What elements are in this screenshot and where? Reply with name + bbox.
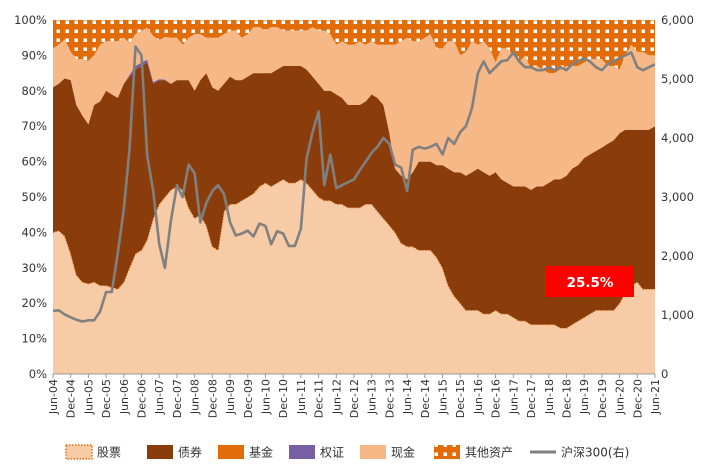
right-tick-label: 5,000 xyxy=(661,72,694,86)
x-tick-label: Dec-18 xyxy=(560,379,573,418)
x-tick-label: Jun-18 xyxy=(543,379,556,415)
x-tick-label: Jun-15 xyxy=(437,379,450,415)
left-tick-label: 70% xyxy=(21,119,47,133)
x-tick-label: Dec-12 xyxy=(348,379,361,418)
x-tick-label: Jun-05 xyxy=(82,379,95,415)
legend-label: 其他资产 xyxy=(465,446,513,460)
x-tick-label: Dec-05 xyxy=(100,379,113,418)
x-tick-label: Jun-20 xyxy=(614,379,627,415)
x-tick-label: Jun-07 xyxy=(153,379,166,415)
x-tick-label: Dec-09 xyxy=(242,379,255,418)
right-tick-label: 2,000 xyxy=(661,249,694,263)
legend-swatch xyxy=(218,445,244,459)
x-tick-label: Dec-15 xyxy=(454,379,467,418)
hs300-line-layer xyxy=(52,45,656,323)
x-tick-label: Dec-10 xyxy=(277,379,290,418)
left-tick-label: 20% xyxy=(21,296,47,310)
x-tick-label: Dec-06 xyxy=(136,379,149,418)
left-tick-label: 50% xyxy=(21,190,47,204)
plot-area xyxy=(52,20,655,374)
x-tick-label: Jun-06 xyxy=(118,379,131,415)
legend: 股票 债券 基金 权证 现金 其他资产 沪深300(右) xyxy=(65,444,629,460)
left-tick-label: 80% xyxy=(21,84,47,98)
legend-swatch xyxy=(289,445,315,459)
x-tick-label: Dec-13 xyxy=(383,379,396,418)
area-series-1 xyxy=(53,62,655,328)
left-tick-label: 90% xyxy=(21,48,47,62)
right-tick-label: 3,000 xyxy=(661,190,694,204)
x-tick-label: Dec-20 xyxy=(631,379,644,418)
legend-swatch-stock xyxy=(65,444,93,460)
left-axis-ticks: 0% 10% 20% 30% 40% 50% 60% 70% 80% 90% 100% xyxy=(14,13,47,381)
x-tick-label: Jun-04 xyxy=(47,379,60,415)
legend-label: 现金 xyxy=(391,445,415,460)
x-tick-label: Dec-08 xyxy=(206,379,219,418)
area-series-5 xyxy=(53,20,655,74)
x-tick-label: Jun-10 xyxy=(259,379,272,415)
right-tick-label: 1,000 xyxy=(661,308,694,322)
area-series-4 xyxy=(53,27,655,190)
left-tick-label: 10% xyxy=(21,332,47,346)
x-tick-label: Jun-09 xyxy=(224,379,237,415)
legend-swatch-other xyxy=(434,445,460,459)
legend-label: 权证 xyxy=(320,446,344,460)
x-tick-label: Dec-17 xyxy=(525,379,538,418)
x-tick-label: Jun-17 xyxy=(507,379,520,415)
x-tick-label: Jun-12 xyxy=(330,379,343,415)
x-tick-label: Dec-14 xyxy=(419,379,432,418)
right-tick-label: 0 xyxy=(661,367,668,381)
x-tick-label: Dec-07 xyxy=(171,379,184,418)
x-tick-label: Dec-16 xyxy=(490,379,503,418)
right-axis-ticks: 0 1,000 2,000 3,000 4,000 5,000 6,000 xyxy=(661,13,694,381)
x-tick-label: Jun-08 xyxy=(189,379,202,415)
x-tick-label: Dec-19 xyxy=(596,379,609,418)
x-tick-label: Dec-11 xyxy=(313,379,326,418)
hs300-line xyxy=(52,45,656,323)
left-tick-label: 100% xyxy=(14,13,47,27)
x-tick-label: Dec-04 xyxy=(65,379,78,418)
legend-swatch xyxy=(360,445,386,459)
x-tick-label: Jun-16 xyxy=(472,379,485,415)
area-series-0 xyxy=(53,179,655,374)
left-tick-label: 30% xyxy=(21,261,47,275)
right-tick-label: 6,000 xyxy=(661,13,694,27)
annotation-text: 25.5% xyxy=(567,275,614,291)
left-tick-label: 0% xyxy=(29,367,47,381)
annotation-callout: 25.5% xyxy=(546,266,634,297)
legend-swatch xyxy=(147,445,173,459)
right-tick-label: 4,000 xyxy=(661,131,694,145)
x-axis-ticks: Jun-04 Dec-04 Jun-05 Dec-05 Jun-06 Dec-06 Jun-… xyxy=(47,374,662,418)
x-tick-label: Jun-19 xyxy=(578,379,591,415)
x-tick-label: Jun-13 xyxy=(366,379,379,415)
left-tick-label: 60% xyxy=(21,155,47,169)
legend-label: 沪深300(右) xyxy=(561,445,629,460)
legend-label: 基金 xyxy=(249,445,273,460)
x-tick-label: Jun-21 xyxy=(649,379,662,415)
x-tick-label: Jun-11 xyxy=(295,379,308,415)
x-tick-label: Jun-14 xyxy=(401,379,414,415)
annotation-box xyxy=(546,266,634,297)
legend-label: 债券 xyxy=(178,445,202,460)
legend-label: 股票 xyxy=(97,446,121,460)
left-tick-label: 40% xyxy=(21,225,47,239)
